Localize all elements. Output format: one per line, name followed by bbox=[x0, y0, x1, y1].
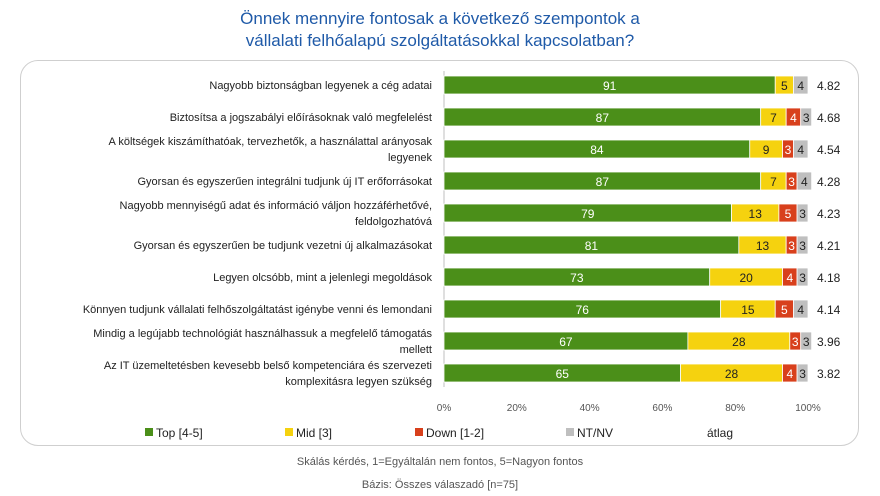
bar-segment bbox=[796, 171, 813, 191]
category-label: Nagyobb mennyiségű adat és információ vá… bbox=[120, 200, 432, 212]
bar-segment bbox=[793, 299, 809, 319]
average-value: 4.54 bbox=[817, 143, 841, 157]
bar-segment bbox=[793, 75, 809, 95]
data-label: 76 bbox=[576, 303, 590, 317]
data-label: 3 bbox=[803, 111, 810, 125]
data-label: 4 bbox=[797, 79, 804, 93]
category-label: feldolgozhatóvá bbox=[355, 216, 433, 228]
category-label: Az IT üzemeltetésben kevesebb belső komp… bbox=[104, 360, 432, 372]
data-label: 28 bbox=[732, 335, 746, 349]
x-tick-label: 40% bbox=[580, 403, 600, 414]
legend-average-label: átlag bbox=[707, 426, 733, 440]
data-label: 13 bbox=[749, 207, 763, 221]
average-value: 3.82 bbox=[817, 367, 841, 381]
x-tick-label: 0% bbox=[437, 403, 452, 414]
bar-segment bbox=[800, 107, 813, 127]
data-label: 20 bbox=[739, 271, 753, 285]
data-label: 4 bbox=[790, 111, 797, 125]
data-label: 4 bbox=[786, 271, 793, 285]
data-label: 3 bbox=[799, 207, 806, 221]
category-label: Könnyen tudjunk vállalati felhőszolgálta… bbox=[83, 304, 432, 316]
category-label: Legyen olcsóbb, mint a jelenlegi megoldá… bbox=[213, 272, 432, 284]
legend-swatch bbox=[145, 428, 153, 436]
legend-swatch bbox=[566, 428, 574, 436]
data-label: 4 bbox=[801, 175, 808, 189]
data-label: 4 bbox=[797, 303, 804, 317]
legend-label: NT/NV bbox=[577, 426, 613, 440]
bar-segment bbox=[793, 139, 809, 159]
data-label: 91 bbox=[603, 79, 617, 93]
bar-segment bbox=[796, 267, 809, 287]
average-value: 3.96 bbox=[817, 335, 841, 349]
data-label: 9 bbox=[763, 143, 770, 157]
scale-note: Skálás kérdés, 1=Egyáltalán nem fontos, … bbox=[296, 456, 584, 468]
category-label: Nagyobb biztonságban legyenek a cég adat… bbox=[209, 80, 432, 92]
data-label: 28 bbox=[725, 367, 739, 381]
bar-segment bbox=[796, 203, 809, 223]
average-value: 4.68 bbox=[817, 111, 841, 125]
category-label: Mindig a legújabb technológiát használha… bbox=[93, 328, 432, 340]
x-tick-label: 80% bbox=[725, 403, 745, 414]
data-label: 81 bbox=[585, 239, 599, 253]
stacked-bar-chart: Nagyobb biztonságban legyenek a cég adat… bbox=[83, 71, 841, 440]
data-label: 5 bbox=[785, 207, 792, 221]
data-label: 7 bbox=[770, 175, 777, 189]
bar-segment bbox=[796, 235, 809, 255]
data-label: 3 bbox=[799, 367, 806, 381]
x-tick-label: 100% bbox=[795, 403, 821, 414]
category-label: Biztosítsa a jogszabályi előírásoknak va… bbox=[170, 112, 432, 124]
legend-swatch bbox=[415, 428, 423, 436]
data-label: 3 bbox=[785, 143, 792, 157]
legend-label: Mid [3] bbox=[296, 426, 332, 440]
average-value: 4.28 bbox=[817, 175, 841, 189]
data-label: 5 bbox=[781, 79, 788, 93]
data-label: 67 bbox=[559, 335, 573, 349]
category-label: A költségek kiszámíthatóak, tervezhetők,… bbox=[109, 136, 433, 148]
average-value: 4.82 bbox=[817, 79, 841, 93]
chart-title-line-1: Önnek mennyire fontosak a következő szem… bbox=[240, 9, 640, 28]
legend-swatch bbox=[285, 428, 293, 436]
data-label: 73 bbox=[570, 271, 584, 285]
data-label: 13 bbox=[756, 239, 770, 253]
data-label: 3 bbox=[792, 335, 799, 349]
average-value: 4.18 bbox=[817, 271, 841, 285]
chart-title-line-2: vállalati felhőalapú szolgáltatásokkal k… bbox=[245, 31, 635, 50]
bar-segment bbox=[800, 331, 813, 351]
bar-segment bbox=[796, 363, 809, 383]
data-label: 65 bbox=[556, 367, 570, 381]
data-label: 3 bbox=[799, 271, 806, 285]
legend-label: Top [4-5] bbox=[156, 426, 203, 440]
x-tick-label: 20% bbox=[507, 403, 527, 414]
average-value: 4.23 bbox=[817, 207, 841, 221]
data-label: 79 bbox=[581, 207, 595, 221]
average-value: 4.14 bbox=[817, 303, 841, 317]
category-label: komplexitásra legyen szükség bbox=[285, 376, 432, 388]
category-label: mellett bbox=[400, 344, 432, 356]
data-label: 5 bbox=[781, 303, 788, 317]
data-label: 3 bbox=[788, 239, 795, 253]
category-label: Gyorsan és egyszerűen be tudjunk vezetni… bbox=[134, 240, 432, 252]
data-label: 7 bbox=[770, 111, 777, 125]
data-label: 3 bbox=[788, 175, 795, 189]
data-label: 4 bbox=[797, 143, 804, 157]
category-label: Gyorsan és egyszerűen integrálni tudjunk… bbox=[137, 176, 432, 188]
data-label: 3 bbox=[803, 335, 810, 349]
chart-title: Önnek mennyire fontosak a következő szem… bbox=[0, 8, 880, 52]
data-label: 4 bbox=[786, 367, 793, 381]
legend-label: Down [1-2] bbox=[426, 426, 484, 440]
data-label: 87 bbox=[596, 111, 610, 125]
data-label: 84 bbox=[590, 143, 604, 157]
data-label: 87 bbox=[596, 175, 610, 189]
x-tick-label: 60% bbox=[652, 403, 672, 414]
chart-panel bbox=[20, 60, 859, 446]
category-label: legyenek bbox=[388, 152, 433, 164]
data-label: 15 bbox=[741, 303, 755, 317]
data-label: 3 bbox=[799, 239, 806, 253]
base-note: Bázis: Összes válaszadó [n=75] bbox=[361, 479, 519, 491]
average-value: 4.21 bbox=[817, 239, 841, 253]
